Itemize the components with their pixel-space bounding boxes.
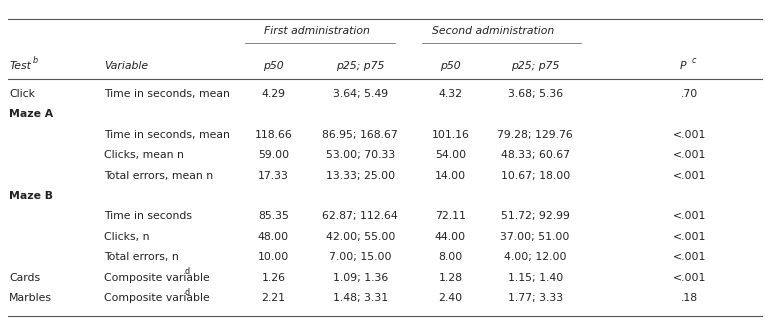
Text: Second administration: Second administration <box>432 26 554 36</box>
Text: <.001: <.001 <box>672 212 706 221</box>
Text: 2.21: 2.21 <box>261 293 286 303</box>
Text: Test: Test <box>9 62 31 71</box>
Text: 1.28: 1.28 <box>438 273 463 283</box>
Text: 101.16: 101.16 <box>431 130 470 140</box>
Text: <.001: <.001 <box>672 232 706 242</box>
Text: Variable: Variable <box>104 62 148 71</box>
Text: First administration: First administration <box>263 26 370 36</box>
Text: p50: p50 <box>440 62 460 71</box>
Text: Time in seconds, mean: Time in seconds, mean <box>104 89 229 99</box>
Text: Clicks, mean n: Clicks, mean n <box>104 150 184 160</box>
Text: Time in seconds: Time in seconds <box>104 212 192 221</box>
Text: 1.09; 1.36: 1.09; 1.36 <box>333 273 388 283</box>
Text: Click: Click <box>9 89 35 99</box>
Text: 54.00: 54.00 <box>435 150 466 160</box>
Text: Composite variable: Composite variable <box>104 293 209 303</box>
Text: 44.00: 44.00 <box>435 232 466 242</box>
Text: p25; p75: p25; p75 <box>336 62 384 71</box>
Text: 1.26: 1.26 <box>261 273 286 283</box>
Text: <.001: <.001 <box>672 130 706 140</box>
Text: 72.11: 72.11 <box>435 212 466 221</box>
Text: Total errors, n: Total errors, n <box>104 252 179 262</box>
Text: Composite variable: Composite variable <box>104 273 209 283</box>
Text: p25; p75: p25; p75 <box>511 62 559 71</box>
Text: 8.00: 8.00 <box>438 252 463 262</box>
Text: 1.15; 1.40: 1.15; 1.40 <box>507 273 563 283</box>
Text: Marbles: Marbles <box>9 293 52 303</box>
Text: Time in seconds, mean: Time in seconds, mean <box>104 130 229 140</box>
Text: 2.40: 2.40 <box>438 293 463 303</box>
Text: Clicks, n: Clicks, n <box>104 232 149 242</box>
Text: c: c <box>691 56 696 65</box>
Text: 85.35: 85.35 <box>258 212 289 221</box>
Text: 37.00; 51.00: 37.00; 51.00 <box>500 232 570 242</box>
Text: 3.64; 5.49: 3.64; 5.49 <box>333 89 388 99</box>
Text: 1.48; 3.31: 1.48; 3.31 <box>333 293 388 303</box>
Text: 118.66: 118.66 <box>254 130 293 140</box>
Text: p50: p50 <box>263 62 283 71</box>
Text: 79.28; 129.76: 79.28; 129.76 <box>497 130 573 140</box>
Text: Cards: Cards <box>9 273 40 283</box>
Text: 59.00: 59.00 <box>258 150 289 160</box>
Text: <.001: <.001 <box>672 252 706 262</box>
Text: <.001: <.001 <box>672 150 706 160</box>
Text: Maze A: Maze A <box>9 110 53 119</box>
Text: 13.33; 25.00: 13.33; 25.00 <box>326 171 395 180</box>
Text: 48.00: 48.00 <box>258 232 289 242</box>
Text: 10.67; 18.00: 10.67; 18.00 <box>500 171 570 180</box>
Text: 1.77; 3.33: 1.77; 3.33 <box>507 293 563 303</box>
Text: <.001: <.001 <box>672 171 706 180</box>
Text: 4.29: 4.29 <box>261 89 286 99</box>
Text: 42.00; 55.00: 42.00; 55.00 <box>326 232 395 242</box>
Text: b: b <box>32 56 38 65</box>
Text: 14.00: 14.00 <box>435 171 466 180</box>
Text: 51.72; 92.99: 51.72; 92.99 <box>500 212 570 221</box>
Text: .70: .70 <box>681 89 698 99</box>
Text: 62.87; 112.64: 62.87; 112.64 <box>323 212 398 221</box>
Text: P: P <box>680 62 686 71</box>
Text: 53.00; 70.33: 53.00; 70.33 <box>326 150 395 160</box>
Text: <.001: <.001 <box>672 273 706 283</box>
Text: 7.00; 15.00: 7.00; 15.00 <box>329 252 392 262</box>
Text: 3.68; 5.36: 3.68; 5.36 <box>507 89 563 99</box>
Text: Maze B: Maze B <box>9 191 53 201</box>
Text: 4.32: 4.32 <box>438 89 463 99</box>
Text: 86.95; 168.67: 86.95; 168.67 <box>323 130 398 140</box>
Text: 4.00; 12.00: 4.00; 12.00 <box>504 252 567 262</box>
Text: 48.33; 60.67: 48.33; 60.67 <box>500 150 570 160</box>
Text: d: d <box>184 288 189 297</box>
Text: Total errors, mean n: Total errors, mean n <box>104 171 213 180</box>
Text: 17.33: 17.33 <box>258 171 289 180</box>
Text: .18: .18 <box>681 293 698 303</box>
Text: d: d <box>184 267 189 276</box>
Text: 10.00: 10.00 <box>258 252 289 262</box>
